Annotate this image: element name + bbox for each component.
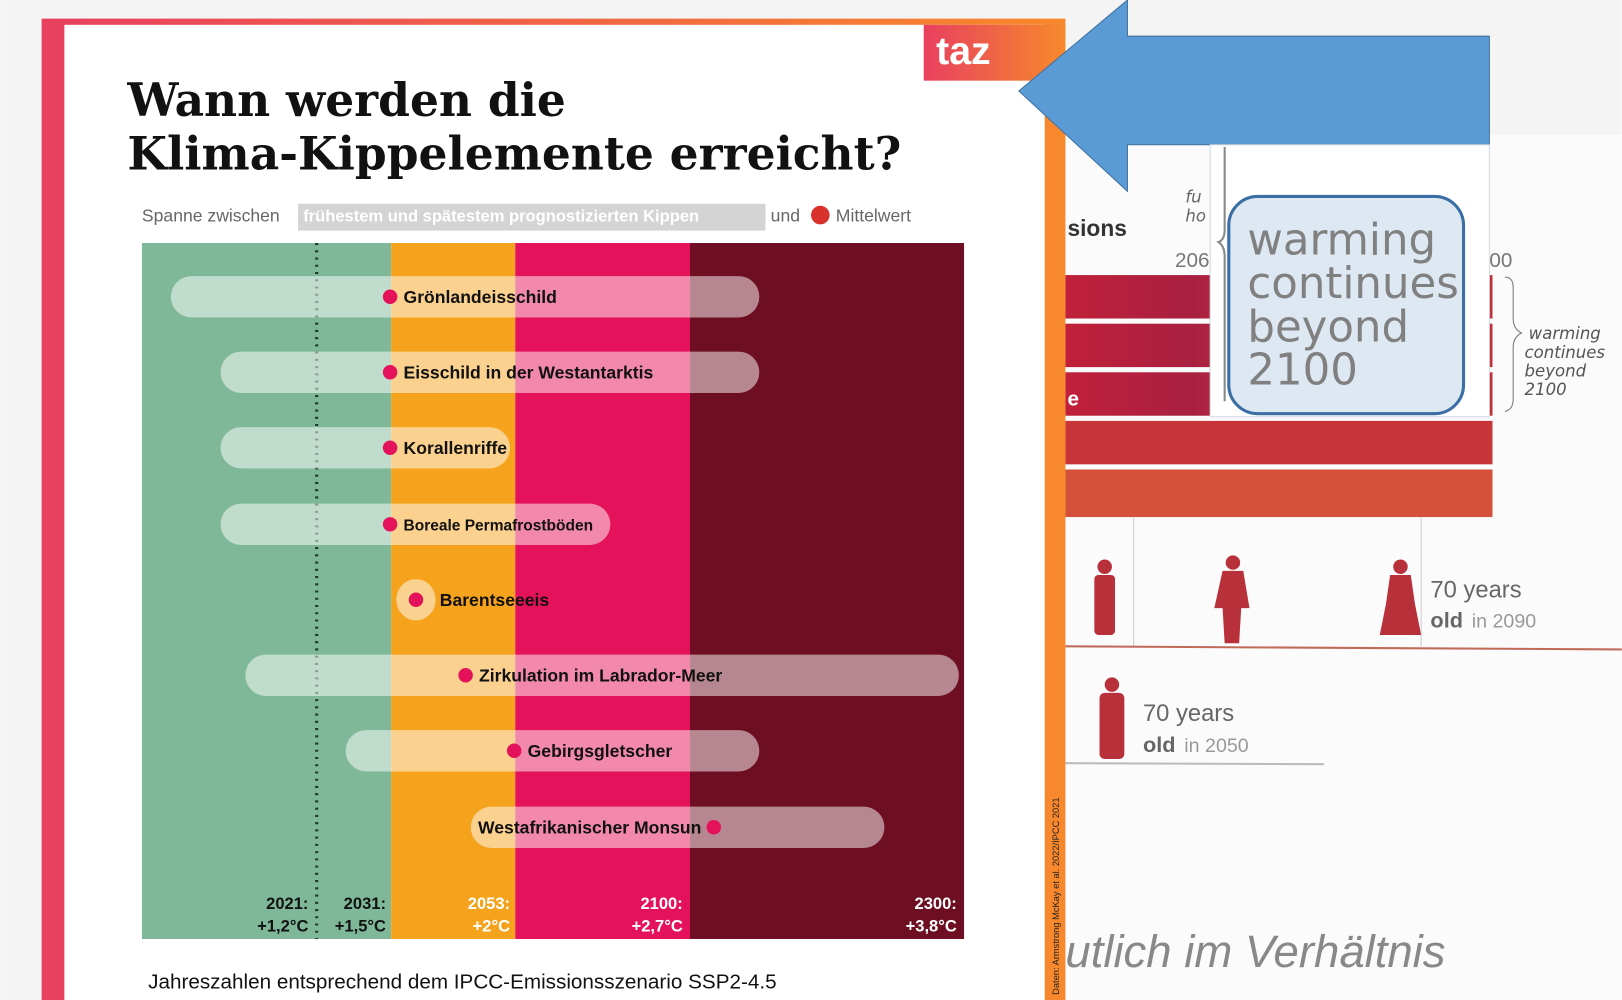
mean-dot <box>383 441 397 455</box>
zone-temp: +3,8°C <box>906 917 957 936</box>
zone-year: 2031: <box>344 894 386 913</box>
zone-year: 2021: <box>266 894 308 913</box>
element-label: Westafrikanischer Monsun <box>478 818 701 838</box>
zone-temp: +1,5°C <box>335 917 386 936</box>
person-when: in 2050 <box>1184 735 1248 757</box>
element-label: Boreale Permafrostböden <box>404 518 594 535</box>
label: sions <box>1067 215 1126 241</box>
person-when: in 2090 <box>1472 611 1536 633</box>
title: Wann werden die <box>126 73 565 127</box>
zone-year: 2300: <box>915 894 957 913</box>
legend-dot <box>811 206 830 225</box>
year: 00 <box>1489 249 1512 272</box>
zone-temp: +1,2°C <box>257 917 308 936</box>
element-label: Gebirgsgletscher <box>528 741 673 761</box>
year: 206 <box>1175 249 1209 272</box>
annotation: 2100 <box>1525 380 1567 399</box>
note: fu <box>1185 188 1201 207</box>
footnote: Jahreszahlen entsprechend dem IPCC-Emiss… <box>148 971 777 994</box>
mean-dot <box>707 820 721 834</box>
element-label: Barentseeeis <box>440 590 550 610</box>
mean-dot <box>409 593 423 607</box>
annotation: warming <box>1529 324 1601 343</box>
mean-dot <box>458 668 472 682</box>
subtitle: Mittelwert <box>836 205 911 225</box>
baseline <box>1065 763 1324 764</box>
subtitle: und <box>771 205 800 225</box>
person-age: 70 years <box>1430 577 1521 604</box>
zone-temp: +2,7°C <box>632 917 683 936</box>
logo: taz <box>936 29 991 73</box>
bottom-text: utlich im Verhältnis <box>1065 926 1445 977</box>
subtitle: Spanne zwischen <box>142 205 280 225</box>
mean-dot <box>507 744 521 758</box>
mean-dot <box>383 365 397 379</box>
zone-year: 2100: <box>640 894 682 913</box>
stripe <box>1065 421 1492 464</box>
zoom-text: 2100 <box>1247 346 1358 396</box>
zone-temp: +2°C <box>473 917 510 936</box>
annotation: beyond <box>1525 361 1587 380</box>
person-old: old <box>1430 608 1463 633</box>
element-label: Zirkulation im Labrador-Meer <box>479 665 722 685</box>
screenshot: sions fu ho 206 00 e warming continues b… <box>0 0 1622 1000</box>
element-label: Eisschild in der Westantarktis <box>404 362 654 382</box>
note: ho <box>1185 206 1206 225</box>
zone-year: 2053: <box>468 894 510 913</box>
person-age: 70 years <box>1143 700 1234 727</box>
person-old: old <box>1143 732 1176 757</box>
element-label: Grönlandeisschild <box>404 287 557 307</box>
element-label: Korallenriffe <box>404 438 508 458</box>
stripe <box>1065 469 1492 517</box>
annotation: continues <box>1525 343 1606 362</box>
subtitle-highlight: frühestem und spätestem prognostizierten… <box>303 206 699 225</box>
source: Daten: Armstrong McKay et al. 2022/IPCC … <box>1051 797 1061 994</box>
title: Klima-Kippelemente erreicht? <box>127 127 901 181</box>
mean-dot <box>383 517 397 531</box>
row-label: e <box>1067 387 1079 410</box>
mean-dot <box>383 290 397 304</box>
